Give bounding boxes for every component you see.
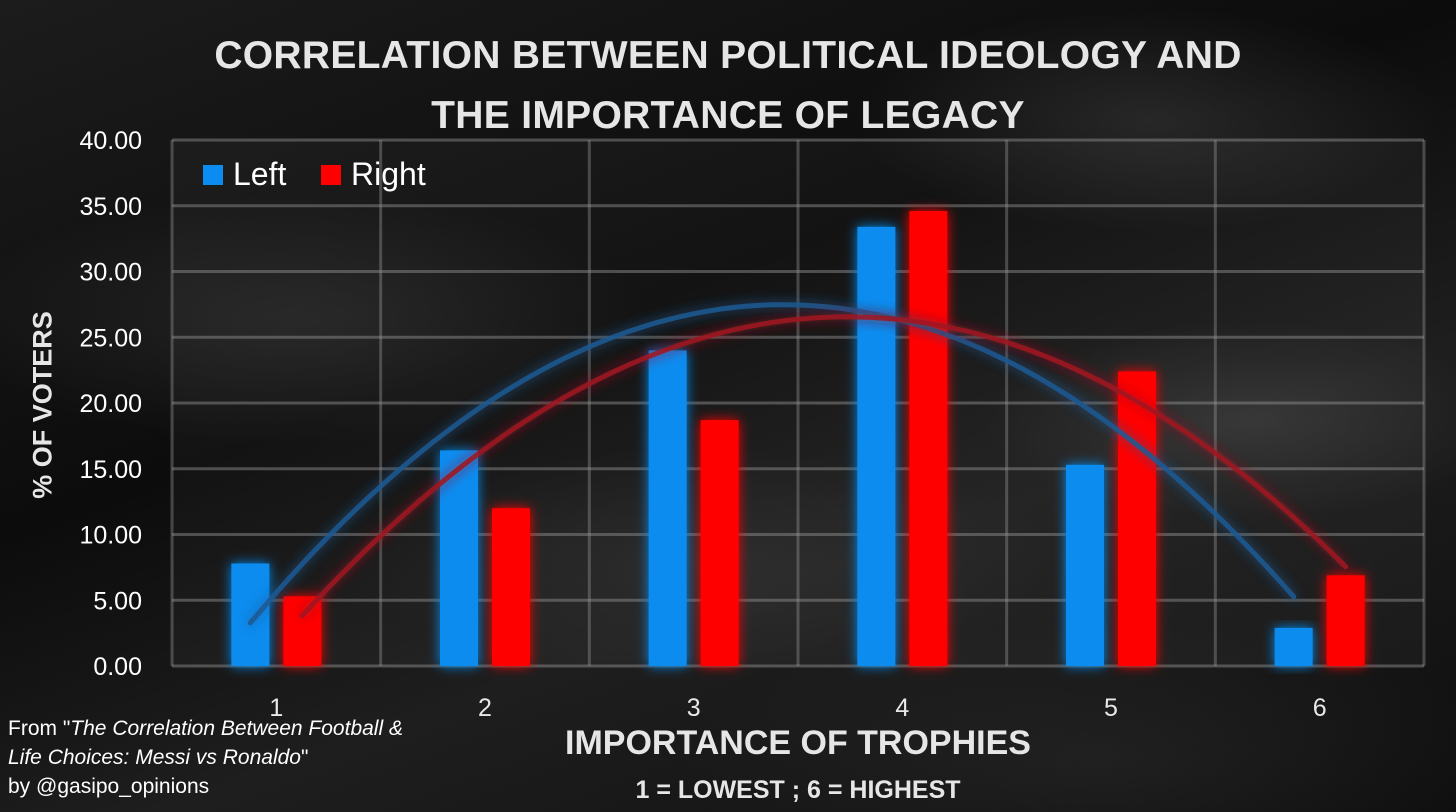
y-tick-label: 0.00 — [93, 653, 142, 681]
x-axis-label: IMPORTANCE OF TROPHIES — [565, 724, 1031, 762]
bar-left-1 — [231, 563, 270, 666]
bar-right-5 — [1118, 371, 1156, 666]
trendline-left — [247, 302, 1297, 626]
bar-left-2 — [440, 450, 478, 666]
source-prefix: From " — [8, 717, 71, 740]
x-tick-label: 5 — [1104, 694, 1118, 722]
trendlines — [247, 302, 1349, 626]
legend: Left Right — [203, 156, 426, 192]
bar-right-6 — [1326, 575, 1365, 666]
source-title: The Correlation Between Football & Life … — [8, 717, 403, 769]
y-tick-label: 30.00 — [79, 259, 142, 287]
source-suffix: " — [300, 746, 309, 769]
bar-left-6 — [1274, 627, 1313, 666]
x-tick-label: 1 — [269, 694, 283, 722]
x-axis-ticks: 1 2 3 4 5 6 — [269, 694, 1326, 722]
x-tick-label: 3 — [687, 694, 701, 722]
chart-title-line-1: CORRELATION BETWEEN POLITICAL IDEOLOGY A… — [214, 34, 1242, 77]
legend-label-left: Left — [233, 156, 286, 192]
bar-right-2 — [492, 508, 530, 666]
bars — [231, 211, 1365, 667]
y-tick-label: 10.00 — [79, 522, 142, 550]
bar-left-3 — [648, 350, 687, 666]
y-axis-ticks: 0.00 5.00 10.00 15.00 20.00 25.00 30.00 35.00 40… — [79, 127, 142, 681]
x-tick-label: 6 — [1313, 694, 1327, 722]
legend-label-right: Right — [351, 156, 426, 192]
y-tick-label: 15.00 — [79, 456, 142, 484]
y-tick-label: 40.00 — [79, 127, 142, 155]
bar-right-4 — [909, 211, 948, 666]
chart-title: CORRELATION BETWEEN POLITICAL IDEOLOGY A… — [0, 26, 1456, 147]
source-credit: From "The Correlation Between Football &… — [8, 714, 438, 801]
bar-left-5 — [1066, 464, 1104, 666]
bar-right-3 — [700, 420, 739, 666]
y-axis-label: % OF VOTERS — [27, 311, 58, 499]
legend-swatch-left — [203, 165, 223, 185]
x-tick-label: 4 — [895, 694, 909, 722]
bar-right-1 — [283, 596, 322, 666]
y-tick-label: 20.00 — [79, 390, 142, 418]
source-byline: by @gasipo_opinions — [8, 775, 210, 798]
x-tick-label: 2 — [478, 694, 492, 722]
legend-swatch-right — [321, 165, 341, 185]
chart-title-line-2: THE IMPORTANCE OF LEGACY — [431, 94, 1025, 138]
trendline-right — [299, 314, 1349, 619]
y-tick-label: 5.00 — [93, 587, 142, 615]
y-tick-label: 35.00 — [79, 193, 142, 221]
y-tick-label: 25.00 — [79, 324, 142, 352]
bar-left-4 — [857, 226, 896, 667]
x-axis-subtitle: 1 = LOWEST ; 6 = HIGHEST — [635, 776, 961, 804]
